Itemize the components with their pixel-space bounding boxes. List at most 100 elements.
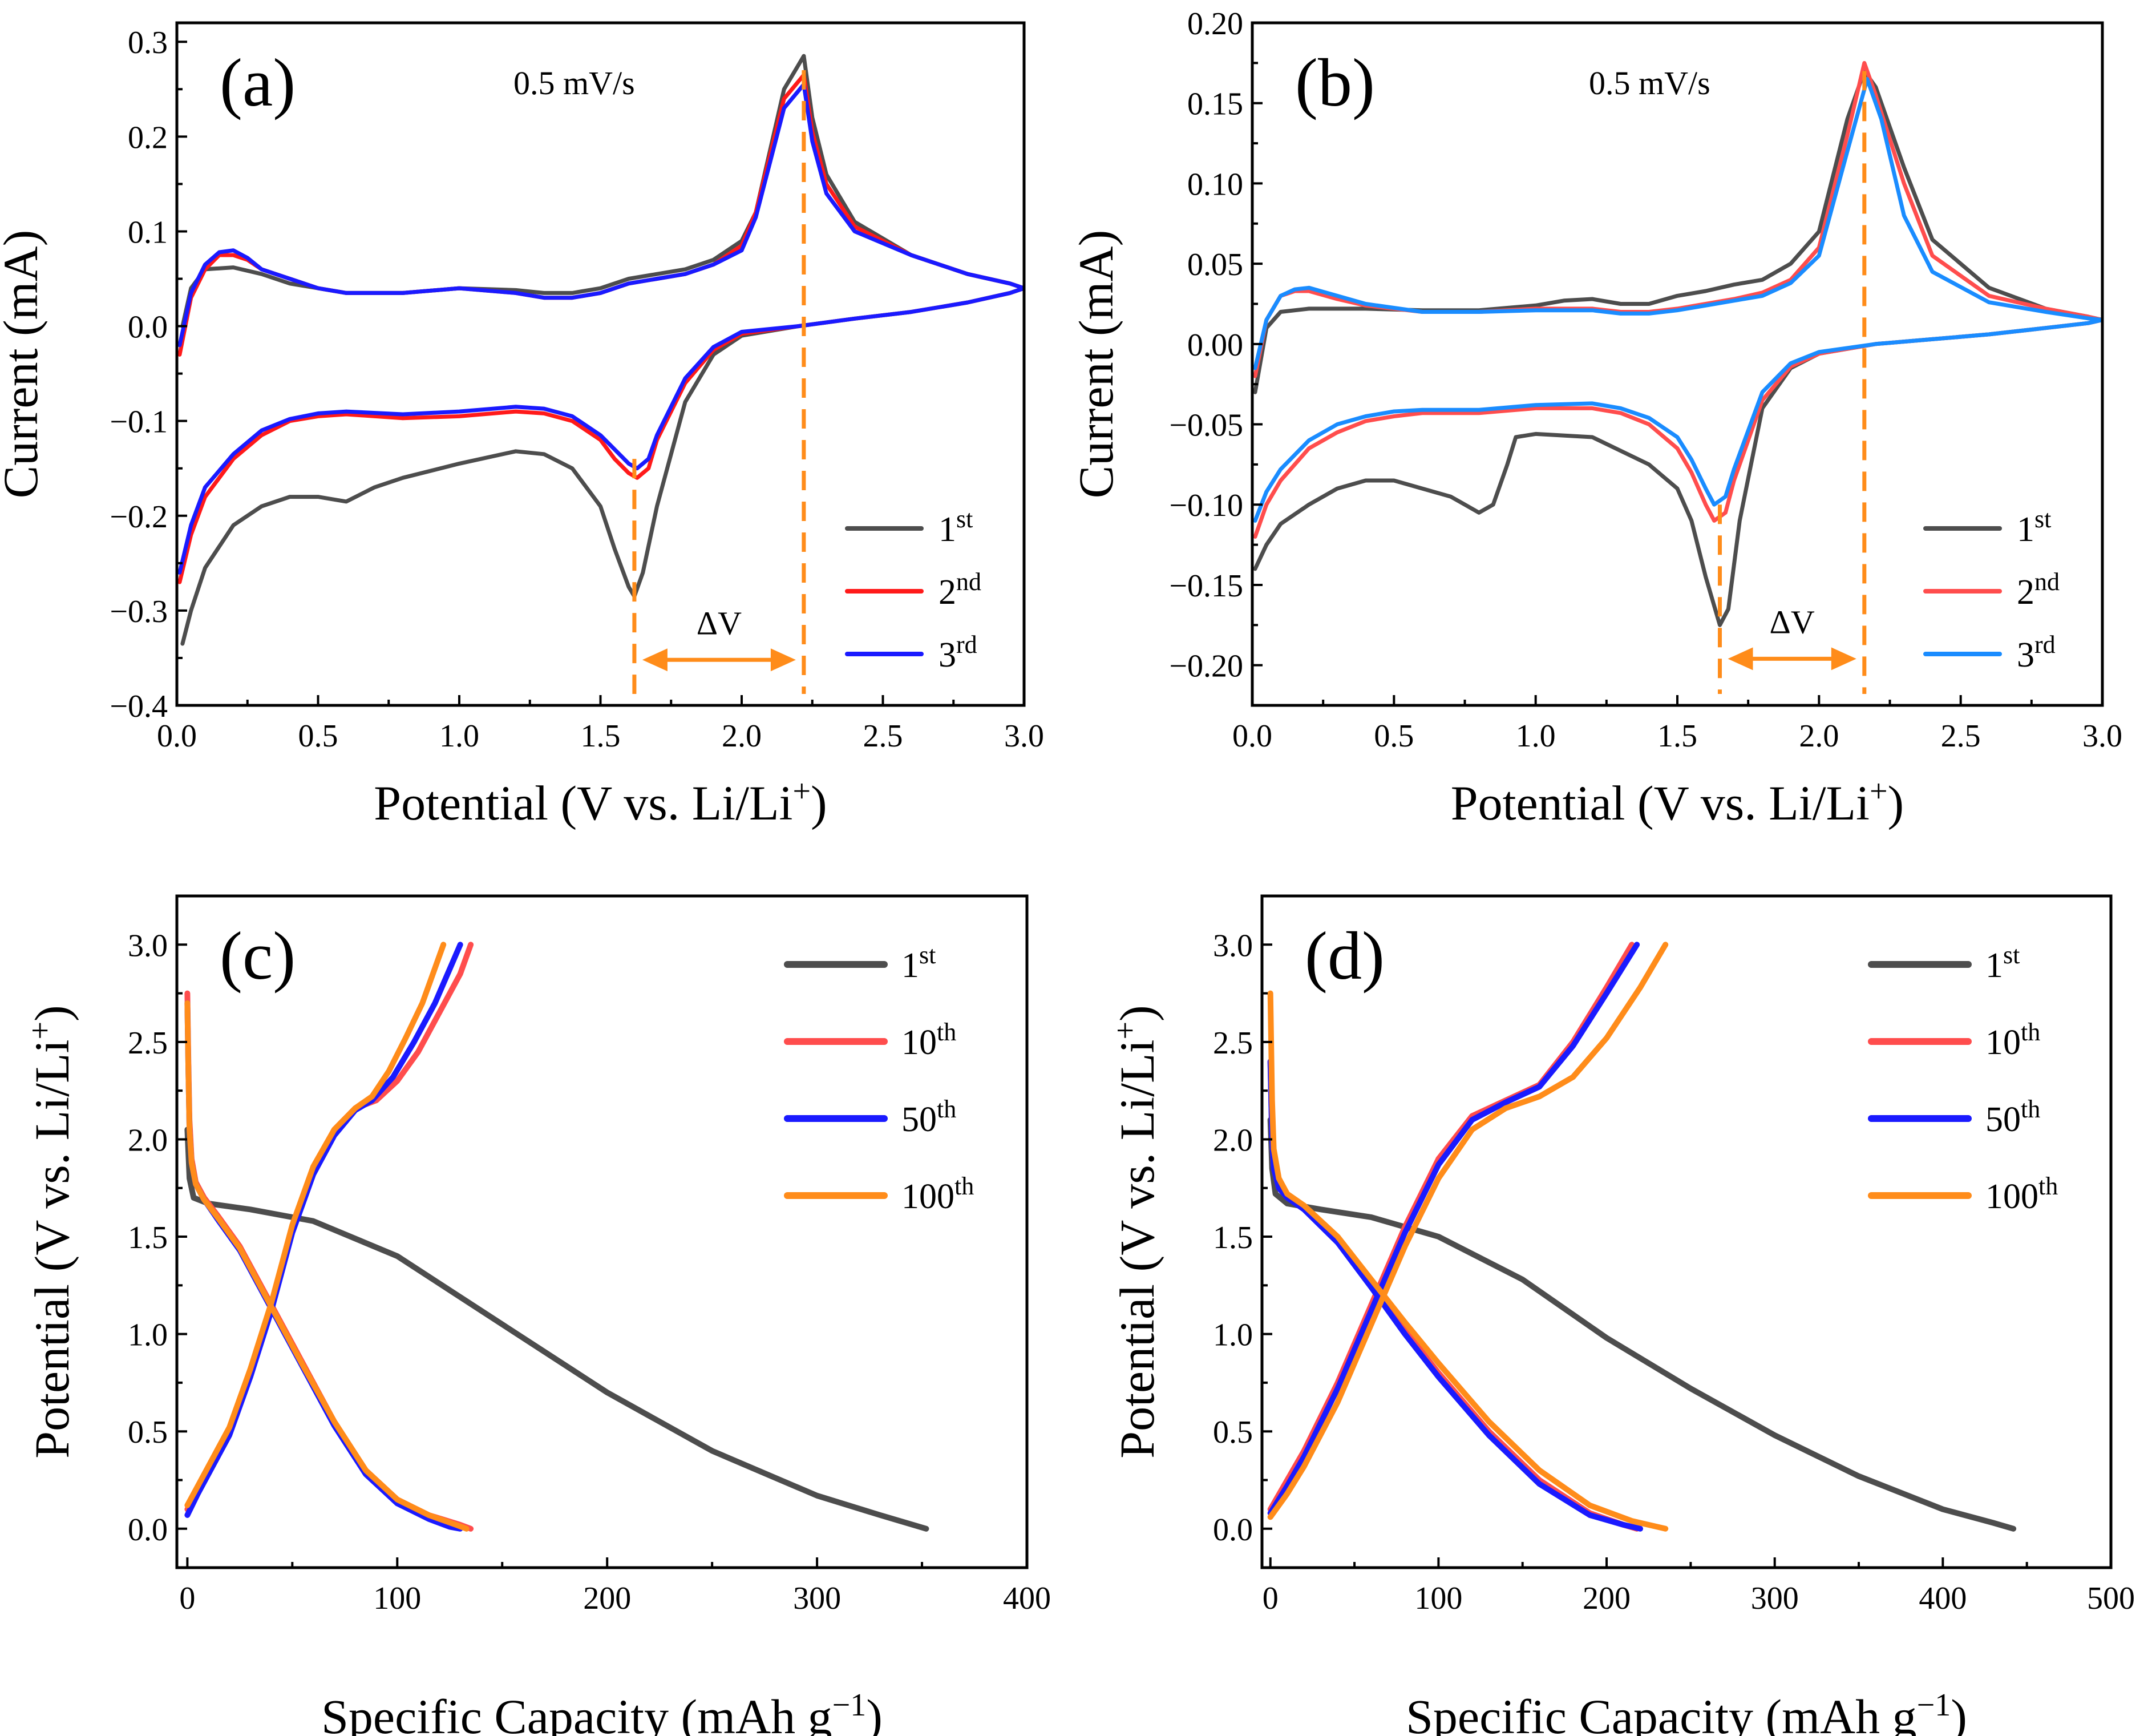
y-tick-label: 0.0 xyxy=(128,1512,168,1548)
legend: 1st 2nd 3rd xyxy=(845,505,981,675)
delta-arrow-head-left xyxy=(642,648,668,672)
panel-d: 0 100 200 300 400 500 0.0 0.5 1.0 1.5 2.0 2.5 3.0 Spe… xyxy=(1108,894,2135,1736)
legend-label-3rd: 3rd xyxy=(2017,631,2056,675)
x-tick-label: 0.0 xyxy=(157,718,197,754)
legend: 1st 10th 50th 100th xyxy=(784,941,974,1216)
plot-frame xyxy=(1251,21,2104,707)
y-axis-label: Current (mA) xyxy=(0,230,48,498)
y-tick-label: 0.1 xyxy=(128,215,168,250)
y-axis-label: Potential (V vs. Li/Li+) xyxy=(1108,1005,1164,1458)
y-tick-label: −0.3 xyxy=(110,594,168,629)
y-tick-label: 0.5 xyxy=(1213,1415,1253,1450)
y-tick-label: 2.0 xyxy=(128,1123,168,1158)
y-tick-label: 0.5 xyxy=(128,1415,168,1450)
curves xyxy=(184,942,929,1532)
y-tick-label: 0.05 xyxy=(1187,247,1243,282)
panel-b: ΔV 0.0 0.5 1.0 1.5 2.0 2.5 3.0 −0.20 −0.15 −0.10 −0… xyxy=(1069,6,2122,830)
y-tick-label: −0.10 xyxy=(1169,488,1243,523)
y-tick-label: 0.0 xyxy=(128,310,168,345)
x-tick-label: 0 xyxy=(179,1581,195,1616)
series-100th-line-charge xyxy=(1267,942,1669,1520)
legend-label-1st: 1st xyxy=(901,941,936,985)
series-50th-line-charge xyxy=(1267,942,1640,1516)
y-tick-label: −0.20 xyxy=(1169,649,1243,684)
y-tick-label: −0.2 xyxy=(110,499,168,535)
y-tick-label: 0.0 xyxy=(1213,1512,1253,1548)
series-100th-line-discharge xyxy=(1267,990,1669,1532)
panel-label: (c) xyxy=(220,918,296,994)
legend-label-50th: 50th xyxy=(901,1095,956,1139)
plot-frame xyxy=(175,21,1026,707)
x-tick-label: 2.5 xyxy=(1941,718,1981,754)
x-tick-label: 500 xyxy=(2087,1581,2135,1616)
legend-label-10th: 10th xyxy=(1985,1018,2040,1062)
x-tick-label: 0 xyxy=(1263,1581,1279,1616)
x-tick-label: 2.0 xyxy=(1799,718,1839,754)
x-tick-label: 100 xyxy=(1414,1581,1462,1616)
series-1st-line xyxy=(184,1127,929,1532)
x-tick-label: 0.5 xyxy=(1374,718,1414,754)
y-tick-label: −0.15 xyxy=(1169,568,1243,604)
x-tick-label: 200 xyxy=(583,1581,631,1616)
panel-label: (b) xyxy=(1295,45,1375,120)
y-axis-label-group: Potential (V vs. Li/Li+) xyxy=(23,1005,79,1458)
scan-rate-annotation: 0.5 mV/s xyxy=(1589,64,1710,102)
y-tick-label: −0.1 xyxy=(110,405,168,440)
legend-label-2nd: 2nd xyxy=(2017,568,2060,612)
delta-arrow-head-left xyxy=(1728,647,1753,671)
x-tick-label: 1.0 xyxy=(1516,718,1556,754)
plot-frame xyxy=(175,894,1029,1569)
x-tick-label: 3.0 xyxy=(2082,718,2122,754)
delta-arrow-head-right xyxy=(1831,647,1856,671)
y-tick-label: 3.0 xyxy=(128,928,168,963)
y-tick-label: 2.5 xyxy=(128,1026,168,1061)
panel-label: (a) xyxy=(220,45,296,120)
legend-label-1st: 1st xyxy=(1985,941,2020,985)
y-tick-label: 0.2 xyxy=(128,120,168,155)
x-tick-label: 200 xyxy=(1583,1581,1631,1616)
y-tick-label: −0.05 xyxy=(1169,408,1243,443)
x-tick-label: 100 xyxy=(373,1581,421,1616)
x-axis-label: Specific Capacity (mAh g−1) xyxy=(1406,1687,1967,1736)
x-tick-label: 400 xyxy=(1003,1581,1051,1616)
x-axis-label: Potential (V vs. Li/Li+) xyxy=(374,774,827,830)
panel-a: ΔV 0.0 0.5 1.0 1.5 2.0 2.5 3.0 −0.4 −0.3 −0.2 −0.1 0… xyxy=(0,21,1044,830)
x-tick-label: 2.0 xyxy=(722,718,762,754)
y-axis-label-group: Current (mA) xyxy=(1069,230,1123,498)
panel-c: 0 100 200 300 400 0.0 0.5 1.0 1.5 2.0 2.5 3.0 Specif… xyxy=(23,894,1051,1736)
series-10th-line-discharge xyxy=(184,990,474,1532)
legend-label-1st: 1st xyxy=(939,505,973,549)
scan-rate-annotation: 0.5 mV/s xyxy=(513,64,635,102)
series-100th-line-discharge xyxy=(184,1000,470,1532)
y-tick-label: 0.15 xyxy=(1187,87,1243,122)
x-tick-label: 400 xyxy=(1919,1581,1967,1616)
series-50th-line-charge xyxy=(184,942,463,1518)
legend-label-1st: 1st xyxy=(2017,505,2051,549)
series-10th-line-discharge xyxy=(1267,1059,1640,1532)
y-tick-label: 0.10 xyxy=(1187,167,1243,202)
x-tick-label: 300 xyxy=(1751,1581,1799,1616)
y-axis-label: Potential (V vs. Li/Li+) xyxy=(23,1005,79,1458)
y-axis-label: Current (mA) xyxy=(1069,230,1123,498)
y-tick-label: −0.4 xyxy=(110,689,168,724)
y-tick-label: 3.0 xyxy=(1213,928,1253,963)
delta-v-label: ΔV xyxy=(697,604,742,641)
delta-arrow-head-right xyxy=(770,648,796,672)
y-tick-label: 0.20 xyxy=(1187,6,1243,42)
y-tick-label: 0.00 xyxy=(1187,328,1243,363)
series-50th-line-discharge xyxy=(184,1000,463,1532)
legend-label-2nd: 2nd xyxy=(939,568,981,612)
y-tick-label: 2.0 xyxy=(1213,1123,1253,1158)
legend-label-10th: 10th xyxy=(901,1018,956,1062)
y-axis-label-group: Current (mA) xyxy=(0,230,48,498)
x-axis-label: Potential (V vs. Li/Li+) xyxy=(1451,774,1904,830)
curves xyxy=(1253,60,2102,627)
y-tick-label: 1.0 xyxy=(128,1318,168,1353)
x-tick-label: 0.0 xyxy=(1232,718,1272,754)
y-tick-label: 1.5 xyxy=(1213,1220,1253,1255)
series-2nd-line xyxy=(1253,60,2102,539)
legend-label-3rd: 3rd xyxy=(939,631,977,675)
y-axis-label-group: Potential (V vs. Li/Li+) xyxy=(1108,1005,1164,1458)
x-tick-label: 0.5 xyxy=(298,718,338,754)
